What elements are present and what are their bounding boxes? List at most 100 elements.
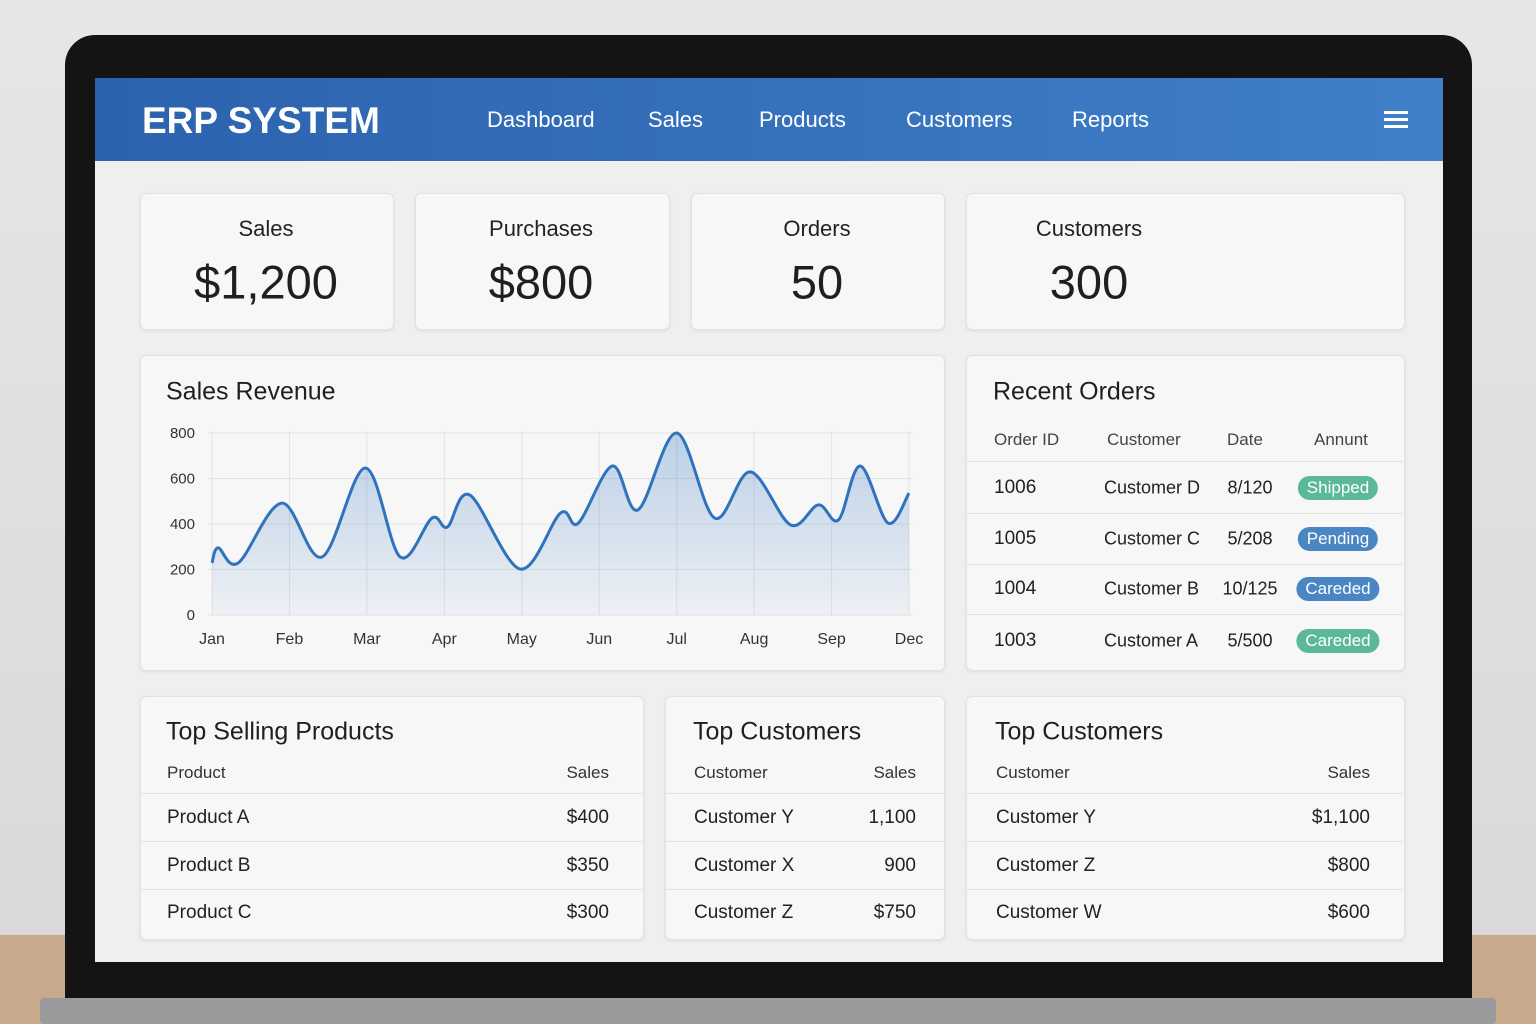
table-cell: Product A — [167, 807, 250, 828]
nav-item[interactable]: Dashboard — [487, 107, 595, 132]
kpi-value: $800 — [488, 255, 594, 309]
y-tick-label: 800 — [170, 425, 195, 442]
kpi-label: Purchases — [489, 216, 593, 241]
table-cell: Customer Y — [694, 807, 794, 828]
y-tick-label: 200 — [170, 562, 195, 579]
order-customer: Customer C — [1104, 528, 1201, 549]
x-tick-label: Feb — [276, 631, 304, 648]
x-tick-label: Mar — [353, 631, 381, 648]
column-header: Sales — [1327, 763, 1370, 782]
table-cell: 1,100 — [868, 807, 916, 828]
order-date: 5/208 — [1227, 528, 1273, 549]
table-cell: $300 — [566, 902, 609, 923]
table-cell: $350 — [566, 855, 609, 876]
row-divider — [665, 889, 943, 890]
status-badge: Careded — [1296, 577, 1380, 601]
x-tick-label: Apr — [432, 631, 458, 648]
menu-line — [1384, 125, 1408, 128]
row-divider — [665, 841, 943, 842]
table-cell: $400 — [566, 807, 609, 828]
chart-title: Sales Revenue — [166, 377, 336, 406]
table-cell: Customer Z — [996, 855, 1096, 876]
order-id: 1006 — [994, 477, 1037, 498]
table-cell: $1,100 — [1311, 807, 1370, 828]
y-tick-label: 600 — [170, 471, 195, 488]
table-cell: Customer W — [996, 902, 1102, 923]
column-header: Annunt — [1314, 430, 1368, 449]
table-cell: $800 — [1327, 855, 1370, 876]
kpi-value: 300 — [1049, 255, 1129, 309]
kpi-label: Orders — [783, 216, 851, 241]
area — [212, 432, 909, 615]
row-divider — [966, 461, 1403, 462]
x-tick-label: Dec — [895, 631, 923, 648]
order-id: 1004 — [994, 578, 1037, 599]
menu-line — [1384, 111, 1408, 114]
table-card — [140, 696, 644, 940]
y-tick-label: 400 — [170, 516, 195, 533]
table-cell: 900 — [884, 855, 916, 876]
card-title: Top Customers — [995, 717, 1164, 746]
row-divider — [966, 889, 1403, 890]
row-divider — [140, 841, 642, 842]
x-tick-label: Sep — [817, 631, 846, 648]
table-cell: $750 — [873, 902, 916, 923]
table-cell: Product C — [167, 902, 252, 923]
kpi-card — [966, 193, 1405, 330]
order-customer: Customer A — [1104, 630, 1199, 651]
column-header: Product — [167, 763, 226, 782]
table-card — [665, 696, 945, 940]
table-cell: Customer Z — [694, 902, 794, 923]
order-date: 10/125 — [1222, 578, 1278, 599]
kpi-value: 50 — [790, 255, 844, 309]
column-header: Order ID — [994, 430, 1060, 449]
laptop-base — [40, 998, 1496, 1024]
top-bar — [95, 78, 1443, 161]
table-cell: Customer Y — [996, 807, 1096, 828]
nav-item[interactable]: Reports — [1072, 107, 1150, 132]
row-divider — [966, 793, 1403, 794]
column-header: Sales — [873, 763, 916, 782]
line — [210, 431, 911, 571]
row-divider — [966, 564, 1403, 565]
order-id: 1003 — [994, 630, 1037, 651]
table-cell: Customer X — [694, 855, 795, 876]
nav-item[interactable]: Sales — [648, 107, 704, 132]
kpi-value: $1,200 — [194, 255, 338, 309]
kpi-card — [140, 193, 394, 330]
order-date: 5/500 — [1227, 630, 1273, 651]
kpi-card — [691, 193, 945, 330]
row-divider — [140, 793, 642, 794]
column-header: Date — [1227, 430, 1263, 449]
nav-item[interactable]: Products — [759, 107, 846, 132]
x-tick-label: May — [507, 631, 537, 648]
x-tick-label: Jan — [199, 631, 225, 648]
table-cell: $600 — [1327, 902, 1370, 923]
column-header: Customer — [694, 763, 768, 782]
table-cell: Product B — [167, 855, 251, 876]
column-header: Customer — [1107, 430, 1181, 449]
kpi-label: Customers — [1035, 216, 1143, 241]
x-tick-label: Jun — [586, 631, 612, 648]
kpi-label: Sales — [238, 216, 294, 241]
row-divider — [966, 513, 1403, 514]
row-divider — [665, 793, 943, 794]
column-header: Customer — [996, 763, 1070, 782]
kpi-card — [415, 193, 670, 330]
column-header: Sales — [566, 763, 609, 782]
menu-icon[interactable] — [1384, 111, 1408, 129]
status-badge: Shipped — [1297, 476, 1379, 500]
row-divider — [966, 614, 1403, 615]
menu-line — [1384, 118, 1408, 121]
order-customer: Customer D — [1104, 477, 1201, 498]
table-card — [966, 696, 1405, 940]
order-customer: Customer B — [1104, 578, 1200, 599]
card-title: Top Selling Products — [166, 717, 394, 746]
row-divider — [140, 889, 642, 890]
y-tick-label: 0 — [187, 607, 195, 624]
card-title: Recent Orders — [993, 377, 1156, 406]
nav-item[interactable]: Customers — [906, 107, 1013, 132]
order-date: 8/120 — [1227, 477, 1273, 498]
x-tick-label: Aug — [740, 631, 768, 648]
